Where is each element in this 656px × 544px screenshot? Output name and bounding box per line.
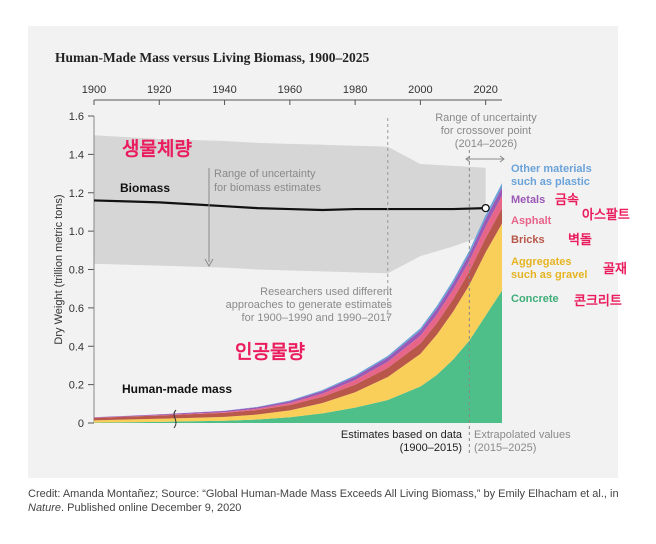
crossover-point (481, 203, 490, 213)
legend-korean-label: 벽돌 (568, 232, 592, 248)
crossover-range-arrows (465, 155, 505, 163)
estimates-note: (1900–2015) (400, 442, 462, 454)
x-tick-label: 2020 (473, 84, 497, 96)
human-made-label: Human-made mass (122, 382, 232, 396)
legend-label: Concrete (511, 293, 559, 305)
researchers-note: for 1900–1990 and 1990–2017 (242, 312, 392, 324)
biomass-label: Biomass (120, 181, 170, 195)
extrapolated-note: (2015–2025) (474, 442, 536, 454)
human-made-mass-areas (94, 183, 502, 423)
x-tick-label: 1960 (278, 84, 302, 96)
y-tick-label: 0.6 (69, 303, 84, 315)
legend-label: Aggregates (511, 256, 572, 268)
human-made-korean-label: 인공물량 (235, 341, 305, 363)
biomass-uncertainty-note: Range of uncertainty (214, 168, 316, 180)
x-tick-label: 1940 (212, 84, 236, 96)
crossover-uncertainty-note: (2014–2026) (455, 138, 517, 150)
crossover-uncertainty-note: for crossover point (441, 125, 531, 137)
x-tick-label: 2000 (408, 84, 432, 96)
biomass-line (93, 199, 486, 212)
credit-line: Credit: Amanda Montañez; Source: “Global… (28, 487, 628, 515)
crossover-uncertainty-note: Range of uncertainty (435, 112, 537, 124)
legend-label: Metals (511, 194, 545, 206)
human-made-pointer (173, 409, 177, 429)
researchers-note: Researchers used different (260, 286, 392, 298)
legend-label: such as gravel (511, 269, 587, 281)
x-tick-label: 1920 (147, 84, 171, 96)
area-aggregates (94, 223, 502, 423)
y-tick-label: 1.4 (69, 149, 84, 161)
y-tick-label: 0.2 (69, 380, 84, 392)
legend-label: Asphalt (511, 215, 552, 227)
axis-grid: 0 0.2 0.4 0.6 0.8 1.0 1.2 1.4 1.6 1900 1920 1940 196… (53, 84, 502, 430)
legend-label: Other materials (511, 163, 592, 175)
legend-korean-label: 아스팔트 (582, 207, 630, 223)
biomass-uncertainty-note: for biomass estimates (214, 182, 321, 194)
x-tick-label: 1900 (82, 84, 106, 96)
legend-korean-label: 금속 (555, 193, 579, 208)
area-concrete (94, 290, 502, 423)
estimates-note: Estimates based on data (341, 429, 463, 441)
chart-title: Human-Made Mass versus Living Biomass, 1… (55, 50, 370, 65)
credit-journal: Nature (28, 502, 62, 514)
x-tick-label: 1980 (343, 84, 367, 96)
extrapolated-note: Extrapolated values (474, 429, 571, 441)
y-tick-label: 1.0 (69, 226, 84, 238)
legend-label: Bricks (511, 234, 545, 246)
biomass-line-group (93, 118, 490, 455)
y-tick-label: 1.6 (69, 111, 84, 123)
y-tick-label: 0 (78, 418, 84, 430)
y-tick-label: 1.2 (69, 188, 84, 200)
credit-text: Credit: Amanda Montañez; Source: “Global… (28, 488, 619, 500)
y-axis-label: Dry Weight (trillion metric tons) (53, 194, 65, 344)
researchers-note: approaches to generate estimates (226, 299, 393, 311)
y-tick-label: 0.8 (69, 265, 84, 277)
credit-date: . Published online December 9, 2020 (61, 502, 242, 514)
legend-korean-label: 골재 (603, 262, 627, 277)
y-tick-label: 0.4 (69, 341, 84, 353)
legend-korean-label: 콘크리트 (574, 293, 622, 309)
uncertainty-arrow-head (204, 258, 214, 268)
legend-label: such as plastic (511, 176, 590, 188)
area-bricks (94, 208, 502, 421)
biomass-korean-label: 생물체량 (122, 138, 192, 160)
